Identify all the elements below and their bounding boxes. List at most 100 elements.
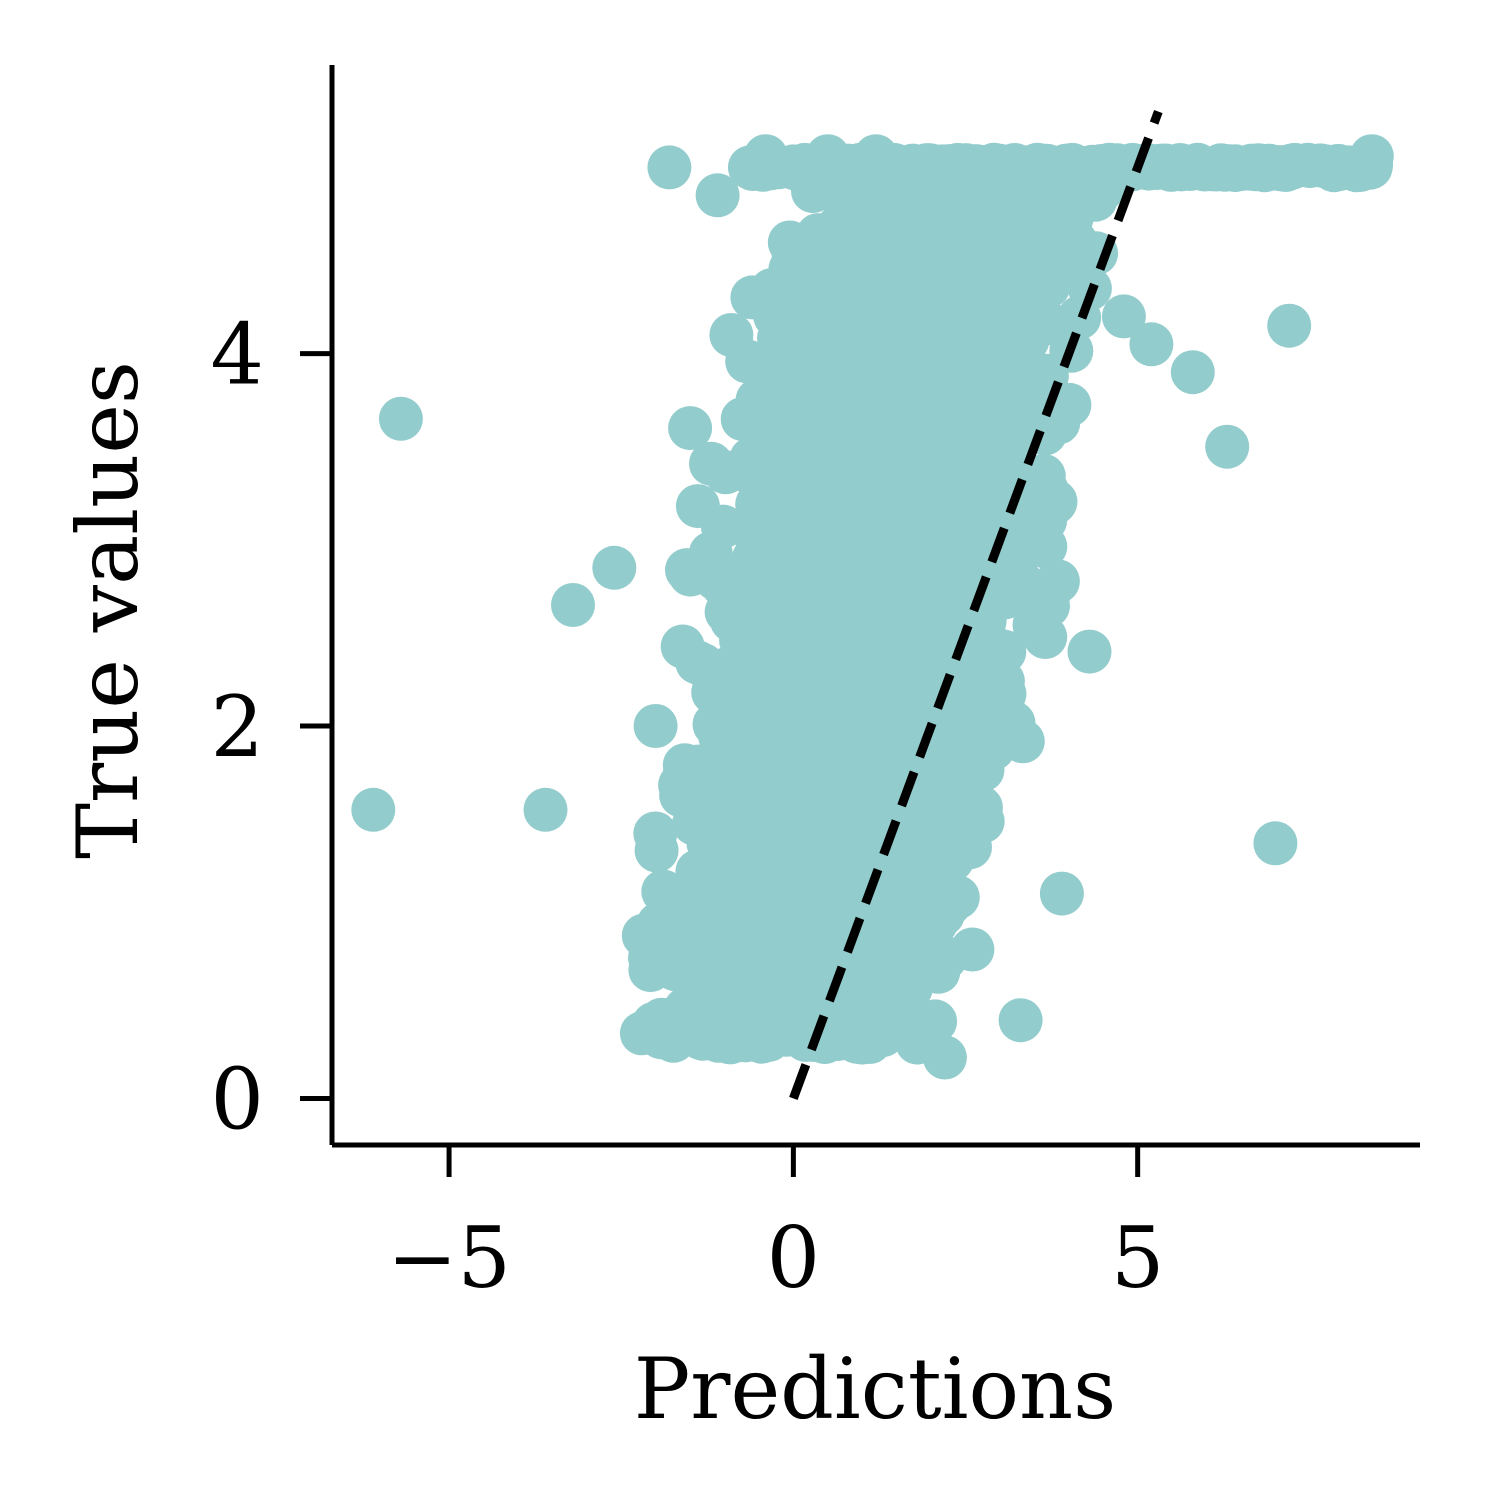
data-point xyxy=(633,704,678,748)
data-point xyxy=(805,134,850,179)
data-point xyxy=(703,450,748,495)
reference-line xyxy=(789,109,1163,1101)
data-point xyxy=(1267,303,1312,348)
data-point xyxy=(822,719,867,764)
data-point xyxy=(621,913,666,958)
data-point xyxy=(1129,322,1174,367)
data-point xyxy=(750,387,795,432)
data-point xyxy=(1349,134,1394,179)
data-point xyxy=(818,407,863,452)
x-tick-label: −5 xyxy=(387,1209,511,1307)
data-point xyxy=(750,355,795,400)
data-point xyxy=(880,924,924,969)
data-point xyxy=(813,658,858,703)
data-point xyxy=(985,375,1030,420)
data-point xyxy=(662,743,707,788)
data-point xyxy=(772,554,817,599)
data-point xyxy=(1086,146,1131,191)
x-tick-label: 5 xyxy=(1111,1209,1164,1307)
data-point xyxy=(940,369,985,414)
data-point xyxy=(708,948,753,993)
data-point xyxy=(980,571,1024,616)
data-point xyxy=(1053,219,1098,264)
data-point xyxy=(856,506,901,551)
data-point xyxy=(720,730,765,775)
data-point xyxy=(1026,583,1070,628)
data-point xyxy=(741,676,786,720)
data-point xyxy=(950,927,995,972)
data-point xyxy=(634,828,679,873)
data-point xyxy=(956,505,1001,550)
data-point xyxy=(877,545,922,590)
data-point xyxy=(813,618,858,663)
data-point xyxy=(922,581,967,626)
data-point xyxy=(873,425,918,470)
y-tick-label: 0 xyxy=(211,1050,264,1148)
data-point xyxy=(1143,143,1188,188)
data-point xyxy=(902,477,947,522)
data-point xyxy=(685,979,730,1024)
data-point xyxy=(719,618,764,663)
x-tick-label: 0 xyxy=(767,1209,820,1307)
data-point xyxy=(904,779,949,824)
data-point xyxy=(785,890,830,935)
data-point xyxy=(908,515,953,560)
data-point xyxy=(1067,629,1112,674)
data-point xyxy=(523,787,568,832)
data-point xyxy=(787,715,832,760)
data-point xyxy=(738,519,783,564)
data-point xyxy=(378,396,423,441)
data-point xyxy=(728,898,773,943)
data-point xyxy=(688,531,733,576)
data-point xyxy=(592,545,637,590)
data-point xyxy=(921,406,966,451)
data-point xyxy=(769,266,813,311)
data-point xyxy=(695,173,740,218)
y-axis-label: True values xyxy=(59,361,157,859)
y-tick-label: 2 xyxy=(211,678,264,776)
data-point xyxy=(998,998,1043,1043)
data-point xyxy=(1202,147,1247,192)
data-point xyxy=(794,814,839,859)
x-axis-ticks: −5 0 5 xyxy=(387,1145,1164,1307)
data-point xyxy=(856,377,901,422)
data-point xyxy=(351,787,396,832)
data-point xyxy=(551,583,595,627)
data-point xyxy=(857,711,901,756)
data-point xyxy=(874,974,919,1018)
data-point xyxy=(991,237,1036,282)
data-point xyxy=(1033,480,1077,525)
data-point xyxy=(972,142,1016,187)
y-tick-label: 4 xyxy=(211,306,264,404)
data-point xyxy=(666,878,711,923)
data-point xyxy=(840,1020,885,1065)
data-point xyxy=(647,145,692,190)
data-point xyxy=(823,359,868,404)
data-point xyxy=(1039,871,1084,916)
data-point xyxy=(695,821,740,866)
data-point xyxy=(785,928,830,973)
data-point xyxy=(947,296,992,341)
data-point xyxy=(849,636,894,681)
data-point xyxy=(854,134,898,179)
data-point xyxy=(698,860,743,905)
data-point xyxy=(827,476,872,521)
data-point xyxy=(619,1011,664,1056)
data-point xyxy=(668,406,713,451)
data-point xyxy=(991,701,1036,745)
y-axis-ticks: 0 2 4 xyxy=(211,306,332,1148)
data-point xyxy=(1170,350,1215,395)
data-point xyxy=(694,914,739,959)
data-point xyxy=(903,875,948,920)
data-point xyxy=(675,484,720,529)
data-point xyxy=(956,423,1001,468)
data-point xyxy=(743,134,788,179)
data-point xyxy=(709,313,754,357)
data-point xyxy=(922,1035,967,1080)
data-points xyxy=(351,134,1394,1080)
data-point xyxy=(915,263,960,308)
data-point xyxy=(1249,145,1294,190)
data-point xyxy=(871,300,916,345)
data-point xyxy=(766,308,811,353)
